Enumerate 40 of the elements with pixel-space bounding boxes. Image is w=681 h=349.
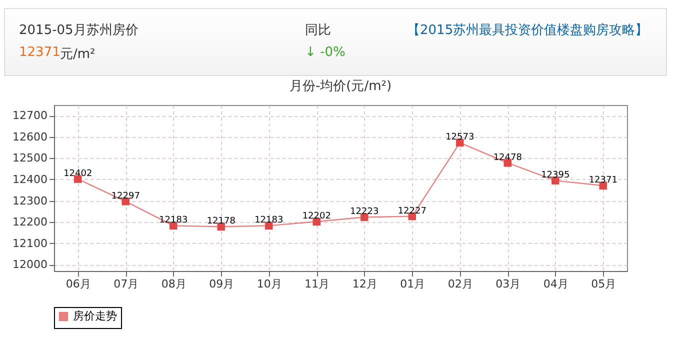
x-tick-label: 12月 bbox=[352, 278, 378, 290]
text: 2015-05月苏州房价 bbox=[19, 22, 138, 39]
x-tick-label: 02月 bbox=[448, 278, 473, 290]
data-label: 12478 bbox=[493, 152, 522, 163]
data-label: 12202 bbox=[302, 212, 331, 222]
text: 元/m² bbox=[60, 46, 96, 63]
text: ↓ -0% bbox=[305, 45, 346, 60]
y-tick-label: 12300 bbox=[12, 194, 48, 208]
x-tick-label: 06月 bbox=[66, 278, 91, 290]
chart-title: 月份-均价(元/m²) bbox=[289, 79, 392, 94]
data-label: 12183 bbox=[159, 216, 188, 226]
text: 同比 bbox=[305, 22, 331, 39]
x-tick-label: 08月 bbox=[161, 278, 186, 290]
y-tick-label: 12600 bbox=[12, 130, 48, 144]
y-tick-label: 12700 bbox=[12, 109, 48, 122]
x-tick-label: 04月 bbox=[543, 278, 568, 290]
data-label: 12297 bbox=[111, 191, 140, 202]
y-tick-label: 12500 bbox=[12, 152, 48, 165]
y-tick-label: 12100 bbox=[12, 236, 48, 250]
x-tick-label: 11月 bbox=[304, 278, 330, 290]
x-tick-label: 03月 bbox=[496, 278, 521, 290]
data-label: 12183 bbox=[254, 216, 284, 226]
x-tick-label: 10月 bbox=[256, 278, 282, 290]
y-tick-label: 12200 bbox=[12, 216, 48, 229]
data-label: 12227 bbox=[398, 206, 426, 216]
y-tick-label: 12000 bbox=[12, 258, 48, 272]
x-tick-label: 01月 bbox=[400, 278, 426, 290]
text: 【2015苏州最具投资价值楼盘购房攻略】 bbox=[407, 22, 648, 39]
legend-label: 房价走势 bbox=[73, 310, 117, 322]
y-tick-label: 12400 bbox=[12, 172, 48, 186]
data-label: 12178 bbox=[206, 216, 236, 227]
data-label: 12573 bbox=[446, 132, 474, 143]
data-label: 12395 bbox=[541, 170, 570, 181]
x-tick-label: 09月 bbox=[209, 278, 234, 290]
x-tick-label: 05月 bbox=[591, 278, 616, 290]
data-label: 12402 bbox=[64, 169, 92, 180]
x-tick-label: 07月 bbox=[114, 278, 139, 290]
text: 12371 bbox=[19, 45, 60, 60]
data-label: 12223 bbox=[350, 207, 379, 218]
data-label: 12371 bbox=[588, 176, 618, 186]
